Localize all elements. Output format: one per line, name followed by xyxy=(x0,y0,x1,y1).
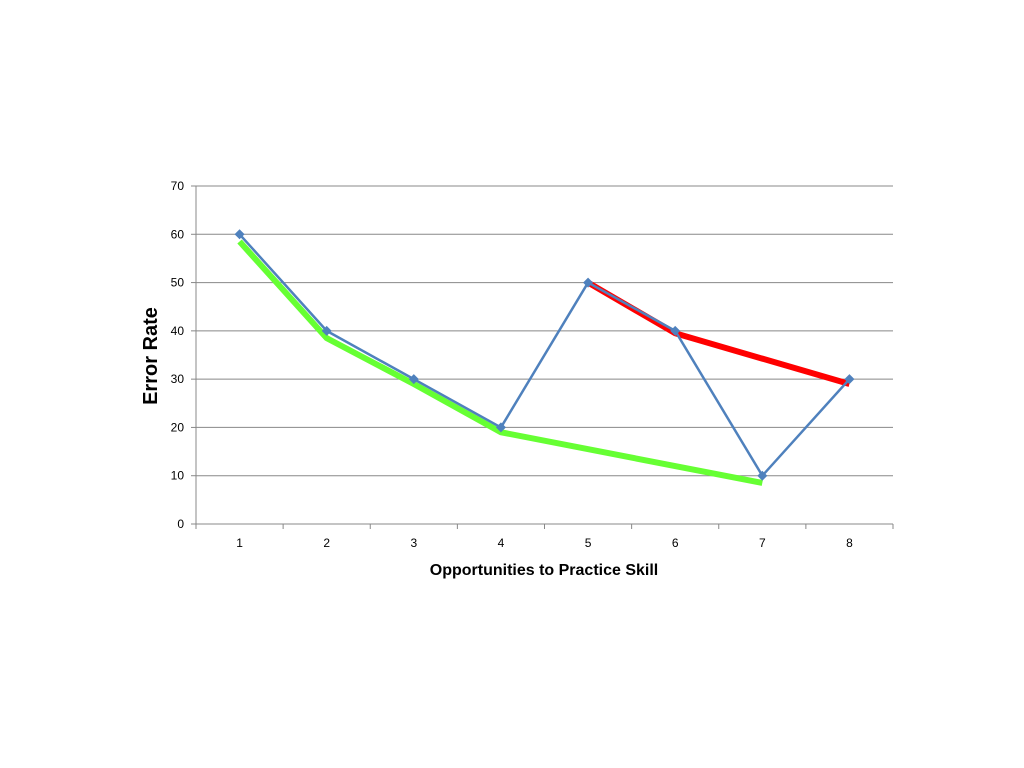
data-point xyxy=(234,229,245,240)
y-tick-label: 50 xyxy=(171,276,185,290)
y-tick-label: 20 xyxy=(171,420,185,434)
y-axis-label: Error Rate xyxy=(140,307,162,405)
x-axis-label: Opportunities to Practice Skill xyxy=(430,562,659,579)
data-point xyxy=(495,422,506,433)
data-point xyxy=(583,277,594,288)
y-tick-label: 0 xyxy=(177,517,184,531)
series-group xyxy=(234,229,855,486)
x-tick-label: 1 xyxy=(236,536,243,550)
series-line-3 xyxy=(586,279,851,387)
data-point xyxy=(670,325,681,336)
y-tick-label: 60 xyxy=(171,227,185,241)
y-tick-label: 10 xyxy=(171,469,185,483)
y-tick-labels: 0 10 20 30 40 50 60 70 xyxy=(171,179,185,531)
x-tick-label: 5 xyxy=(585,536,592,550)
data-point xyxy=(844,374,855,385)
x-tick-label: 7 xyxy=(759,536,766,550)
axes xyxy=(191,185,894,529)
x-tick-label: 2 xyxy=(323,536,330,550)
series-line-2 xyxy=(237,239,763,486)
y-tick-label: 70 xyxy=(171,179,185,193)
x-tick-label: 3 xyxy=(410,536,417,550)
data-point xyxy=(757,470,768,481)
series-line-1 xyxy=(238,233,851,478)
data-point xyxy=(321,325,332,336)
x-tick-label: 4 xyxy=(498,536,505,550)
gridlines xyxy=(196,185,893,477)
x-tick-label: 6 xyxy=(672,536,679,550)
x-tick-labels: 1 2 3 4 5 6 7 8 xyxy=(236,536,853,550)
data-point xyxy=(408,374,419,385)
y-tick-label: 40 xyxy=(171,324,185,338)
y-tick-label: 30 xyxy=(171,372,185,386)
x-tick-label: 8 xyxy=(846,536,853,550)
